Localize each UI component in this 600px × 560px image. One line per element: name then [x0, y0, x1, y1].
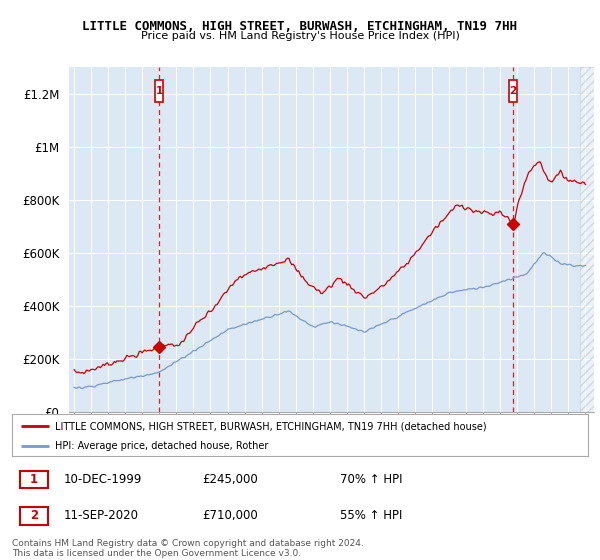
FancyBboxPatch shape — [20, 507, 48, 525]
Text: HPI: Average price, detached house, Rother: HPI: Average price, detached house, Roth… — [55, 441, 269, 451]
Text: 2: 2 — [509, 86, 517, 96]
Text: 10-DEC-1999: 10-DEC-1999 — [64, 473, 142, 486]
FancyBboxPatch shape — [509, 80, 517, 102]
FancyBboxPatch shape — [20, 471, 48, 488]
FancyBboxPatch shape — [155, 80, 163, 102]
Text: LITTLE COMMONS, HIGH STREET, BURWASH, ETCHINGHAM, TN19 7HH (detached house): LITTLE COMMONS, HIGH STREET, BURWASH, ET… — [55, 421, 487, 431]
Text: Contains HM Land Registry data © Crown copyright and database right 2024.
This d: Contains HM Land Registry data © Crown c… — [12, 539, 364, 558]
Text: 2: 2 — [30, 510, 38, 522]
Text: 70% ↑ HPI: 70% ↑ HPI — [340, 473, 403, 486]
Bar — [580, 67, 600, 412]
Text: £710,000: £710,000 — [202, 510, 258, 522]
Text: Price paid vs. HM Land Registry's House Price Index (HPI): Price paid vs. HM Land Registry's House … — [140, 31, 460, 41]
Text: LITTLE COMMONS, HIGH STREET, BURWASH, ETCHINGHAM, TN19 7HH: LITTLE COMMONS, HIGH STREET, BURWASH, ET… — [83, 20, 517, 32]
Text: 11-SEP-2020: 11-SEP-2020 — [64, 510, 139, 522]
Text: £245,000: £245,000 — [202, 473, 258, 486]
Text: 55% ↑ HPI: 55% ↑ HPI — [340, 510, 403, 522]
Text: 1: 1 — [156, 86, 163, 96]
Text: 1: 1 — [30, 473, 38, 486]
